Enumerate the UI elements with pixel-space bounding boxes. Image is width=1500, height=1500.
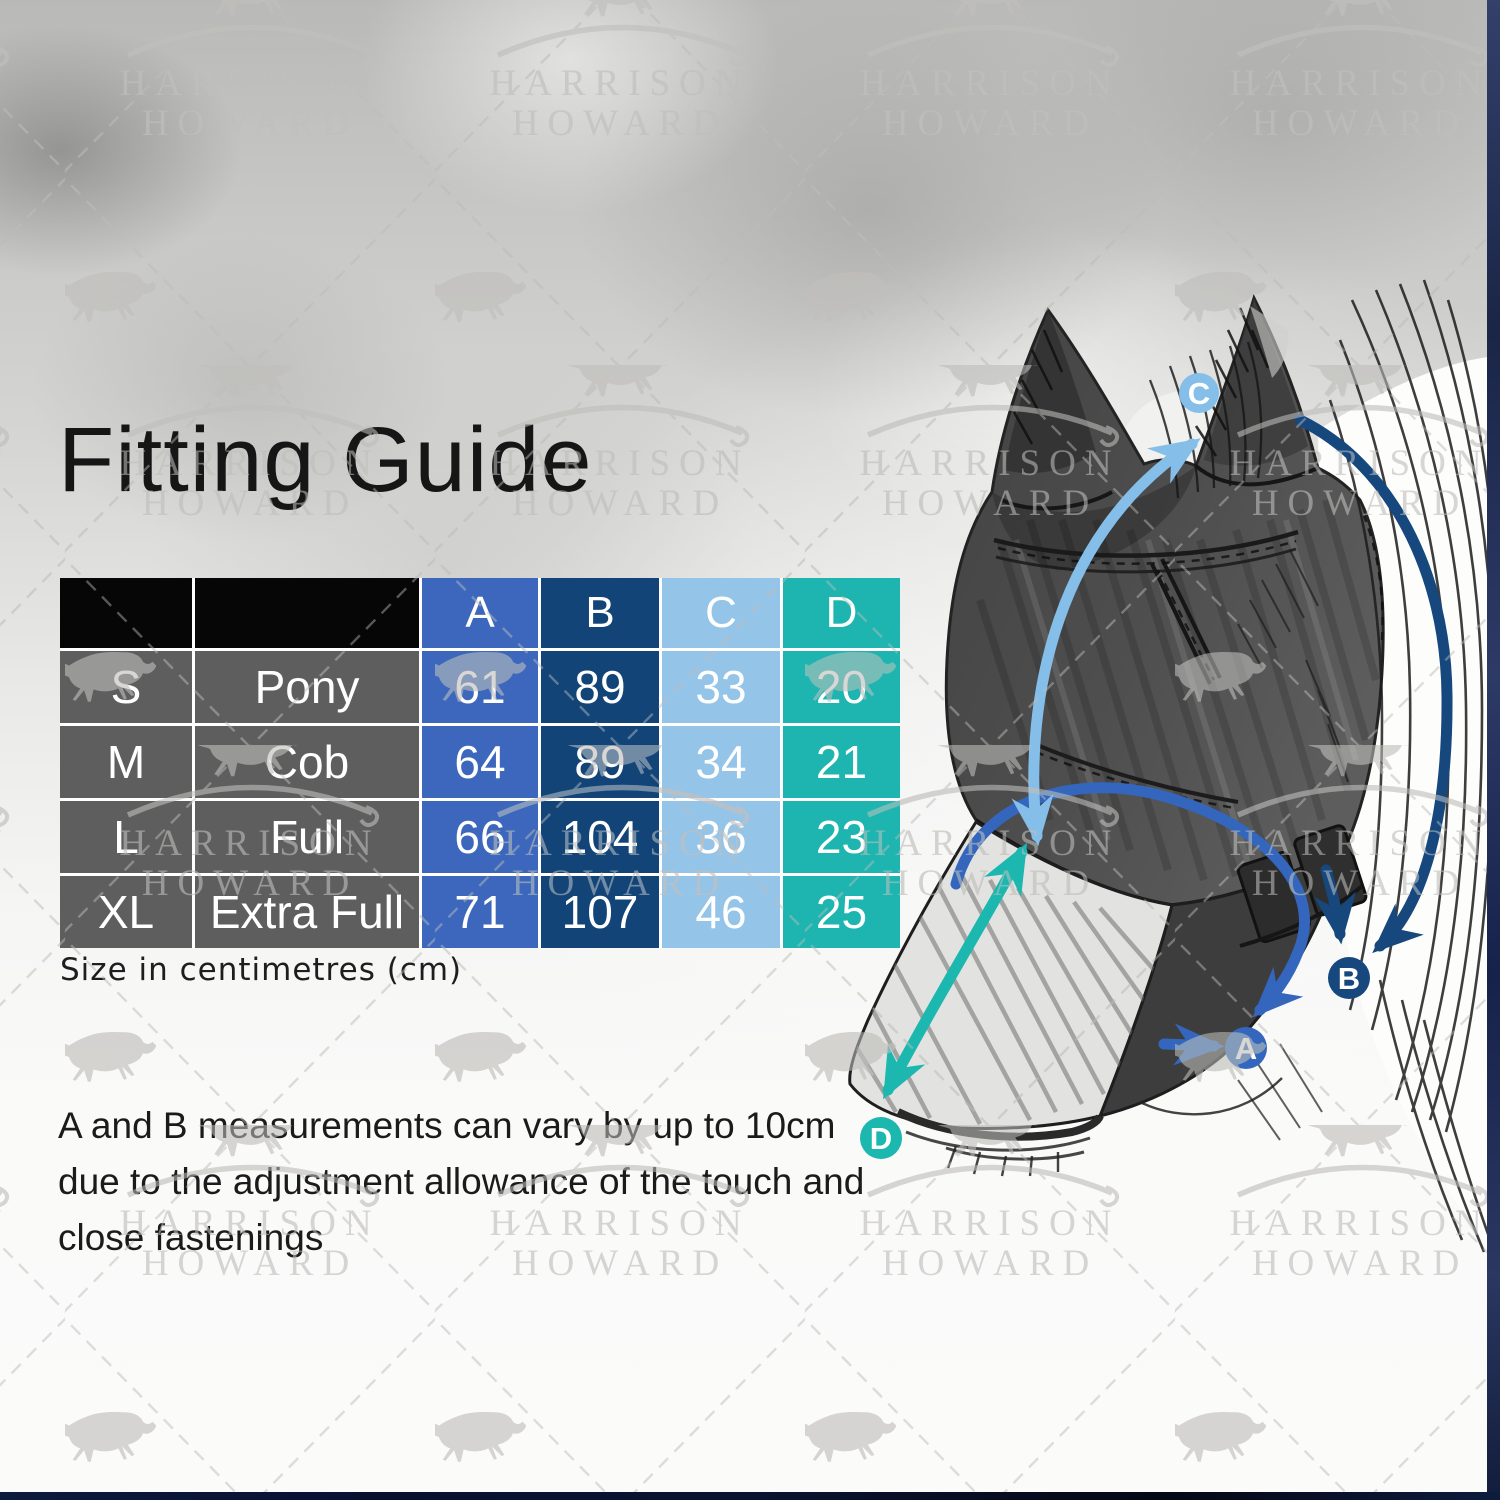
value-c: 36 bbox=[662, 801, 780, 873]
column-header-b: B bbox=[541, 578, 659, 648]
column-header-c: C bbox=[662, 578, 780, 648]
size-code: S bbox=[60, 651, 192, 723]
table-caption: Size in centimetres (cm) bbox=[60, 952, 463, 988]
photo-edge-right bbox=[1487, 0, 1500, 1500]
measurement-note: A and B measurements can vary by up to 1… bbox=[58, 1105, 865, 1259]
size-code: XL bbox=[60, 876, 192, 948]
value-b: 89 bbox=[541, 726, 659, 798]
photo-edge-bottom bbox=[0, 1492, 1500, 1500]
value-c: 33 bbox=[662, 651, 780, 723]
value-a: 71 bbox=[422, 876, 538, 948]
value-b: 89 bbox=[541, 651, 659, 723]
value-a: 64 bbox=[422, 726, 538, 798]
size-code: M bbox=[60, 726, 192, 798]
value-d: 23 bbox=[783, 801, 900, 873]
size-name: Extra Full bbox=[195, 876, 419, 948]
column-header-d: D bbox=[783, 578, 900, 648]
value-c: 46 bbox=[662, 876, 780, 948]
value-d: 20 bbox=[783, 651, 900, 723]
size-name: Cob bbox=[195, 726, 419, 798]
column-header-a: A bbox=[422, 578, 538, 648]
value-b: 104 bbox=[541, 801, 659, 873]
value-b: 107 bbox=[541, 876, 659, 948]
size-name: Pony bbox=[195, 651, 419, 723]
table-corner-cell bbox=[195, 578, 419, 648]
value-a: 66 bbox=[422, 801, 538, 873]
value-d: 21 bbox=[783, 726, 900, 798]
value-d: 25 bbox=[783, 876, 900, 948]
size-table: A B C D S Pony 61 89 33 20 M Cob 64 89 3… bbox=[60, 578, 900, 948]
size-name: Full bbox=[195, 801, 419, 873]
value-c: 34 bbox=[662, 726, 780, 798]
size-code: L bbox=[60, 801, 192, 873]
page-title: Fitting Guide bbox=[58, 409, 593, 511]
table-corner-cell bbox=[60, 578, 192, 648]
value-a: 61 bbox=[422, 651, 538, 723]
